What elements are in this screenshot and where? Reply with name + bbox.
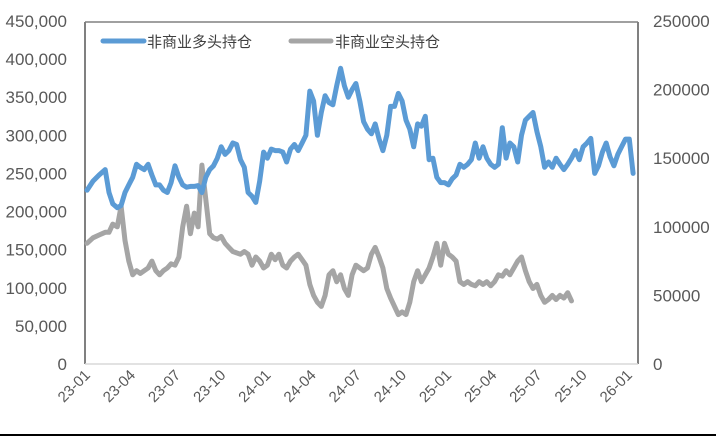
right-y-tick-label: 150000 [653,149,710,168]
right-y-tick-label: 0 [653,355,662,374]
x-tick-label: 25-04 [461,367,500,406]
x-tick-label: 23-07 [145,367,184,406]
long-position-line [84,65,636,211]
short-position-line [84,162,574,318]
left-y-tick-label: 350,000 [6,88,67,107]
left-y-tick-label: 450,000 [6,12,67,31]
plot-area [84,21,639,365]
right-y-tick-label: 100000 [653,218,710,237]
left-y-tick-label: 250,000 [6,164,67,183]
x-tick-label: 25-07 [506,367,545,406]
left-y-tick-label: 200,000 [6,203,67,222]
legend-label-short: 非商业空头持仓 [335,33,440,51]
legend: 非商业多头持仓 非商业空头持仓 [100,33,440,51]
legend-item-long: 非商业多头持仓 [100,33,252,51]
bottom-border [0,434,716,436]
right-y-tick-label: 50000 [653,286,700,305]
left-y-tick-label: 400,000 [6,50,67,69]
x-tick-label: 25-10 [552,367,591,406]
right-y-tick-label: 200000 [653,81,710,100]
x-tick-label: 26-01 [597,367,636,406]
left-y-tick-label: 0 [58,355,67,374]
x-tick-label: 23-10 [190,367,229,406]
right-y-axis-ticks: 0 50000 100000 150000 200000 250000 [653,12,710,374]
x-tick-label: 24-10 [371,367,410,406]
legend-item-short: 非商业空头持仓 [288,33,440,51]
x-tick-label: 24-04 [281,367,320,406]
left-y-tick-label: 50,000 [15,317,67,336]
x-axis-ticks: 23-01 23-04 23-07 23-10 24-01 24-04 24-07 24-10… [55,367,636,406]
left-y-tick-label: 150,000 [6,241,67,260]
x-tick-label: 25-01 [416,367,455,406]
legend-label-long: 非商业多头持仓 [147,33,252,51]
left-y-axis-ticks: 0 50,000 100,000 150,000 200,000 250,000 300,0… [6,12,67,374]
left-y-tick-label: 100,000 [6,279,67,298]
x-tick-label: 24-01 [235,367,274,406]
x-tick-label: 24-07 [326,367,365,406]
x-tick-label: 23-04 [100,367,139,406]
right-y-tick-label: 250000 [653,12,710,31]
left-y-tick-label: 300,000 [6,126,67,145]
